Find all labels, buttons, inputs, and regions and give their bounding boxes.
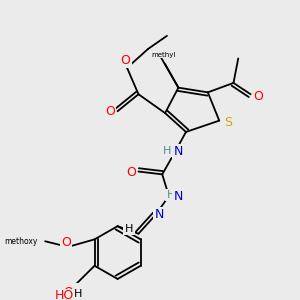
Text: H: H	[167, 190, 175, 200]
Text: N: N	[174, 145, 183, 158]
Text: O: O	[120, 54, 130, 67]
Text: methoxy: methoxy	[4, 237, 38, 246]
Text: HO: HO	[55, 290, 74, 300]
Text: O: O	[126, 166, 136, 179]
Text: N: N	[174, 190, 183, 202]
Text: O: O	[63, 286, 73, 298]
Text: N: N	[155, 208, 164, 221]
Text: methyl: methyl	[151, 52, 176, 58]
Text: S: S	[224, 116, 232, 129]
Text: O: O	[105, 105, 115, 118]
Text: H: H	[125, 224, 133, 234]
Text: O: O	[61, 236, 71, 249]
Text: H: H	[163, 146, 171, 156]
Text: H: H	[74, 289, 82, 299]
Text: O: O	[253, 90, 263, 103]
